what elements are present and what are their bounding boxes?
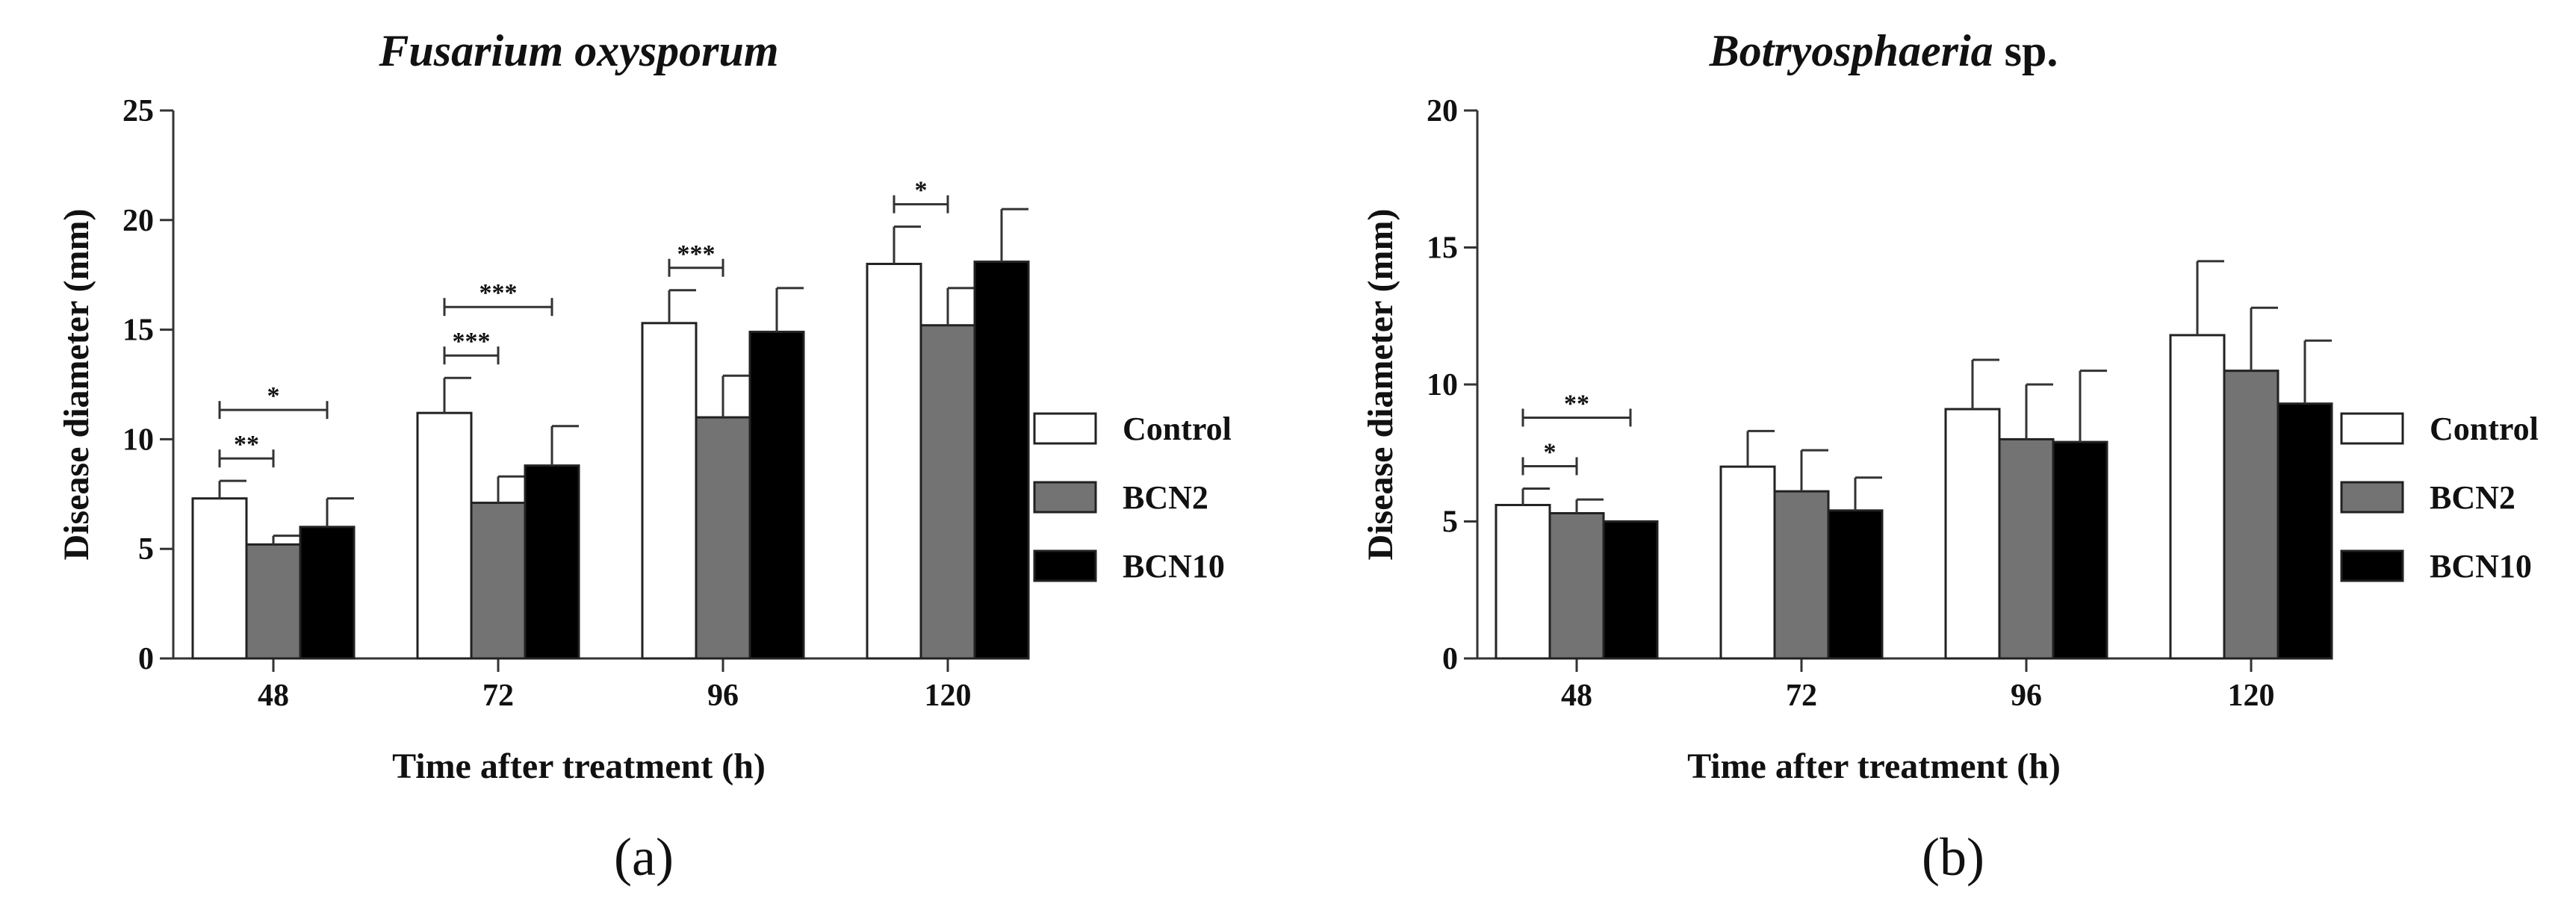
bar [866,263,922,660]
bar [2052,440,2108,660]
legend-label: Control [2430,411,2539,447]
legend-swatch [2340,549,2404,582]
bar [695,416,751,660]
x-tick-label: 120 [2228,679,2275,713]
legend-swatch [2340,412,2404,445]
y-tick-label: 25 [122,94,154,128]
bar [1495,503,1551,660]
chart-title-main: Botryosphaeria [1709,26,1993,75]
x-tick-label: 120 [925,679,972,713]
significance-label: *** [677,240,716,268]
y-tick-label: 10 [122,423,154,457]
chart-panel-0: Fusarium oxysporum 0 5 10 15 20 25 Disease diam… [57,26,1232,887]
bar [973,261,1030,660]
y-tick-label: 5 [1442,505,1458,540]
bar [299,526,356,660]
bar [470,502,527,660]
legend-swatch [1033,481,1097,514]
bar [1719,465,1776,660]
legend-swatch [1033,412,1097,445]
bar [748,331,805,660]
legend-label: BCN10 [2430,548,2532,585]
bar [2276,402,2333,660]
y-tick-label: 15 [1427,231,1458,266]
bar [245,543,302,660]
chart-panel-1: Botryosphaeria sp. 0 5 10 15 20 Disease diamet… [1361,26,2539,887]
y-axis-title: Disease diameter (mm) [57,209,96,561]
x-tick-label: 48 [258,679,289,713]
significance-label: *** [479,279,518,307]
y-tick-label: 0 [1442,642,1458,676]
significance-label: * [1544,438,1557,466]
bar [416,411,473,660]
y-axis-title: Disease diameter (mm) [1361,209,1400,561]
bar [919,324,976,660]
significance-label: * [267,382,280,410]
y-tick-label: 10 [1427,368,1458,402]
significance-label: ** [1564,390,1589,417]
bar [524,464,580,660]
x-axis-title: Time after treatment (h) [392,747,766,786]
bar [2223,370,2279,660]
bar [191,497,248,660]
legend-swatch [1033,549,1097,582]
y-tick-label: 0 [138,642,154,676]
y-tick-label: 15 [122,314,154,348]
significance-label: *** [453,328,491,355]
bar [1548,511,1605,660]
y-tick-label: 20 [1427,94,1458,128]
y-tick-label: 5 [138,532,154,567]
bar [1944,408,2001,660]
bar [1827,509,1884,660]
chart-title: Botryosphaeria sp. [1709,26,2058,75]
bar [1773,490,1830,660]
bar [2169,334,2226,660]
legend-label: BCN2 [1123,479,1208,516]
chart-title: Fusarium oxysporum [378,26,778,75]
legend-label: BCN10 [1123,548,1225,585]
chart-title-main: Fusarium oxysporum [378,26,778,75]
bar [641,322,698,660]
bar [1602,520,1659,660]
significance-label: ** [234,431,259,458]
panel-label: (a) [614,827,674,887]
bar [1998,437,2055,660]
legend-swatch [2340,481,2404,514]
chart-title-suffix: sp. [1993,26,2058,75]
x-tick-label: 72 [1786,679,1817,713]
x-axis-title: Time after treatment (h) [1687,747,2061,786]
significance-label: * [915,177,928,205]
x-tick-label: 96 [707,679,739,713]
x-tick-label: 72 [482,679,514,713]
y-tick-label: 20 [122,204,154,238]
legend-label: Control [1123,411,1232,447]
x-tick-label: 48 [1561,679,1592,713]
panel-label: (b) [1922,827,1984,887]
x-tick-label: 96 [2011,679,2042,713]
legend-label: BCN2 [2430,479,2516,516]
